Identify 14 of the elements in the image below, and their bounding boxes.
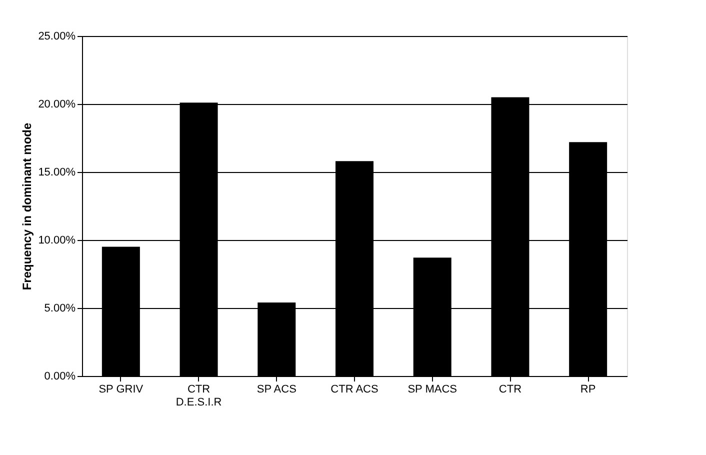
x-tick-label: CTR D.E.S.I.R <box>176 384 222 408</box>
y-axis-title: Frequency in dominant mode <box>20 122 34 290</box>
x-tick-label: CTR <box>498 384 522 396</box>
x-tick-label: CTR ACS <box>330 384 378 396</box>
y-tick-label: 10.00% <box>38 234 76 246</box>
y-tick-label: 25.00% <box>38 30 76 42</box>
y-tick-label: 0.00% <box>44 370 76 382</box>
x-tick-label: RP <box>580 384 596 396</box>
x-tick-label: SP GRIV <box>98 384 144 396</box>
y-tick-label: 20.00% <box>38 98 76 110</box>
x-tick-label: SP MACS <box>408 384 458 396</box>
x-tick-label: SP ACS <box>256 384 296 396</box>
y-tick-label: 5.00% <box>44 302 76 314</box>
y-tick-label: 15.00% <box>38 166 76 178</box>
